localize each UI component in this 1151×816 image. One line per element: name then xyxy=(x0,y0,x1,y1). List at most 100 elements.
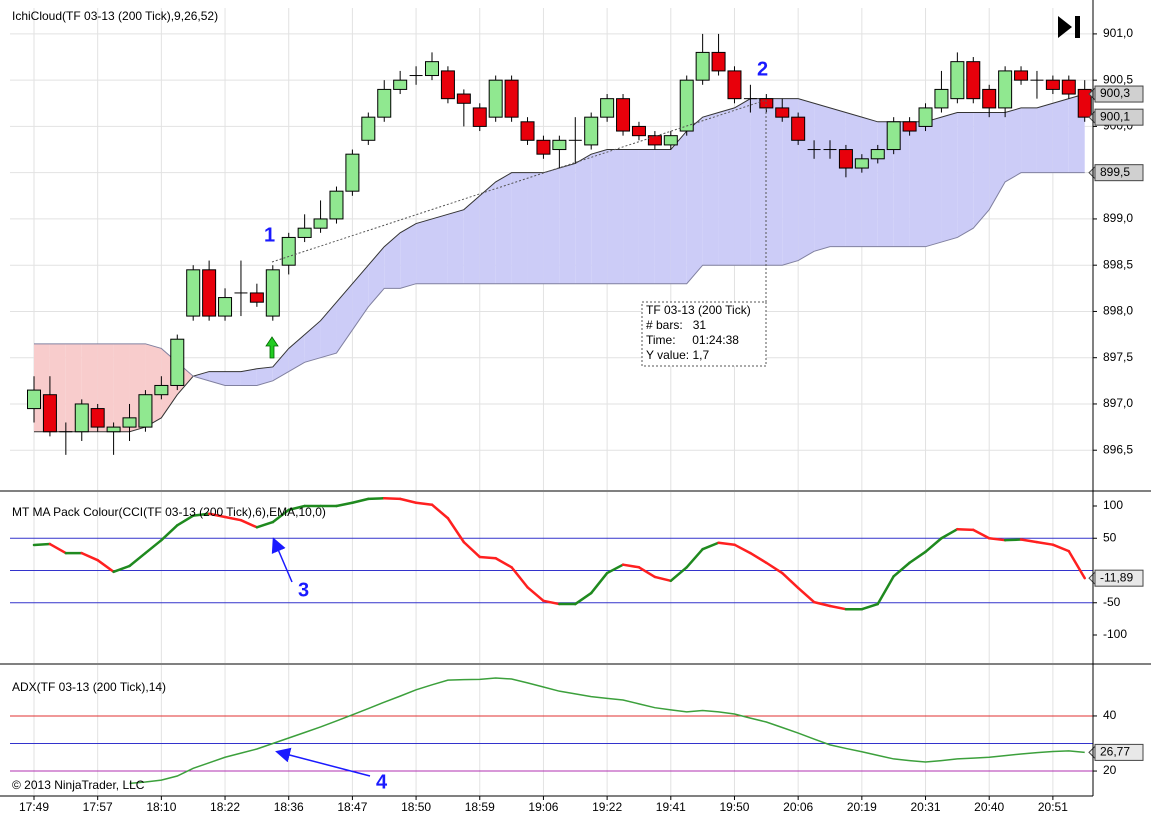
cloud-fill xyxy=(718,107,735,266)
line-segment xyxy=(144,538,163,555)
annotation: 3 xyxy=(298,579,309,601)
line-segment xyxy=(796,586,816,604)
play-icon-bar[interactable] xyxy=(1075,16,1080,38)
cloud-fill xyxy=(591,149,608,284)
candle-body xyxy=(488,79,503,118)
cloud-fill xyxy=(368,246,385,307)
y-tick-label: -100 xyxy=(1103,627,1127,641)
line-segment xyxy=(398,497,418,505)
candle-body xyxy=(982,88,997,109)
cloud-fill xyxy=(1021,107,1037,173)
cloud-fill xyxy=(686,117,703,284)
tooltip-text: Time: 01:24:38 xyxy=(646,333,739,347)
last-value-pointer xyxy=(1088,745,1096,760)
candle-body xyxy=(536,139,551,155)
line-segment xyxy=(860,602,880,611)
cloud-fill xyxy=(336,283,353,354)
candle-body xyxy=(313,218,328,229)
line-segment xyxy=(191,512,211,517)
cloud-fill xyxy=(909,121,926,247)
line-segment xyxy=(160,524,179,542)
y-tick-label: -50 xyxy=(1103,595,1121,609)
line-segment xyxy=(462,540,482,559)
panel-title: IchiCloud(TF 03-13 (200 Tick),9,26,52) xyxy=(12,9,218,23)
candle-body xyxy=(504,79,519,118)
last-value-label: 899,5 xyxy=(1100,165,1130,179)
candle-body xyxy=(1014,70,1029,81)
candle-body xyxy=(616,98,631,132)
cloud-fill xyxy=(400,223,417,289)
line-segment xyxy=(542,599,561,606)
candle-body xyxy=(854,158,869,169)
cloud-fill xyxy=(209,371,226,386)
candle-body xyxy=(27,389,41,410)
line-segment xyxy=(1051,543,1071,553)
line-segment xyxy=(96,558,115,574)
candle-body xyxy=(1061,79,1076,95)
candle-body xyxy=(170,338,185,386)
line-segment xyxy=(589,571,609,595)
line-segment xyxy=(701,541,720,551)
candle-body xyxy=(1045,79,1060,90)
line-segment xyxy=(176,514,195,527)
tooltip-box xyxy=(641,301,767,367)
candle-body xyxy=(329,190,344,220)
x-tick-label: 20:51 xyxy=(1038,800,1068,814)
panel-title: MT MA Pack Colour(CCI(TF 03-13 (200 Tick… xyxy=(12,505,326,519)
last-value-pointer xyxy=(1088,165,1096,180)
line-segment xyxy=(940,527,959,540)
x-tick-label: 20:19 xyxy=(847,800,877,814)
cloud-fill xyxy=(1036,103,1053,173)
x-tick-label: 20:40 xyxy=(974,800,1004,814)
copyright: © 2013 NinjaTrader, LLC xyxy=(12,778,145,792)
cloud-fill xyxy=(527,172,544,284)
candle-body xyxy=(74,403,89,433)
cloud-fill xyxy=(416,218,432,284)
cloud-line xyxy=(34,172,1085,386)
y-tick-label: 899,0 xyxy=(1103,211,1133,225)
line-segment xyxy=(414,501,434,506)
cloud-fill xyxy=(861,117,878,247)
tooltip-text: Y value: 1,7 xyxy=(646,348,709,362)
candle-body xyxy=(202,269,217,317)
line-segment xyxy=(239,518,259,529)
line-segment xyxy=(80,551,99,562)
last-value-pointer xyxy=(1088,570,1096,586)
line-segment xyxy=(828,604,848,611)
cloud-fill xyxy=(830,107,846,247)
candle-body xyxy=(456,93,471,104)
last-value-label: -11,89 xyxy=(1100,570,1133,584)
cloud-fill xyxy=(193,371,210,381)
candle-body xyxy=(122,417,137,428)
annotation: 4 xyxy=(376,771,388,793)
cloud-fill xyxy=(495,172,512,284)
cloud-fill xyxy=(845,112,862,247)
line-segment xyxy=(637,566,657,579)
candle-body xyxy=(966,61,981,100)
candle-body xyxy=(647,135,662,146)
line-segment xyxy=(255,520,275,529)
line-segment xyxy=(892,561,911,578)
candle-body xyxy=(281,236,296,266)
x-tick-label: 20:06 xyxy=(783,800,813,814)
line-segment xyxy=(733,543,752,555)
candle-body xyxy=(249,292,264,303)
cloud-fill xyxy=(893,121,910,247)
x-tick-label: 18:50 xyxy=(401,800,431,814)
cloud-fill xyxy=(989,112,1006,210)
candle-body xyxy=(902,121,917,132)
candle-body xyxy=(1077,88,1092,118)
candle-body xyxy=(154,384,169,396)
play-icon[interactable] xyxy=(1058,16,1072,38)
line-segment xyxy=(112,564,131,574)
x-tick-label: 18:22 xyxy=(210,800,240,814)
x-tick-label: 20:31 xyxy=(911,800,941,814)
y-tick-label: 898,5 xyxy=(1103,257,1133,271)
cloud-fill xyxy=(702,112,719,266)
candle-body xyxy=(950,61,965,100)
line-segment xyxy=(335,501,354,508)
line-segment xyxy=(956,527,975,532)
cloud-fill xyxy=(256,366,273,386)
cloud-fill xyxy=(559,163,576,284)
signal-arrow xyxy=(265,336,279,359)
